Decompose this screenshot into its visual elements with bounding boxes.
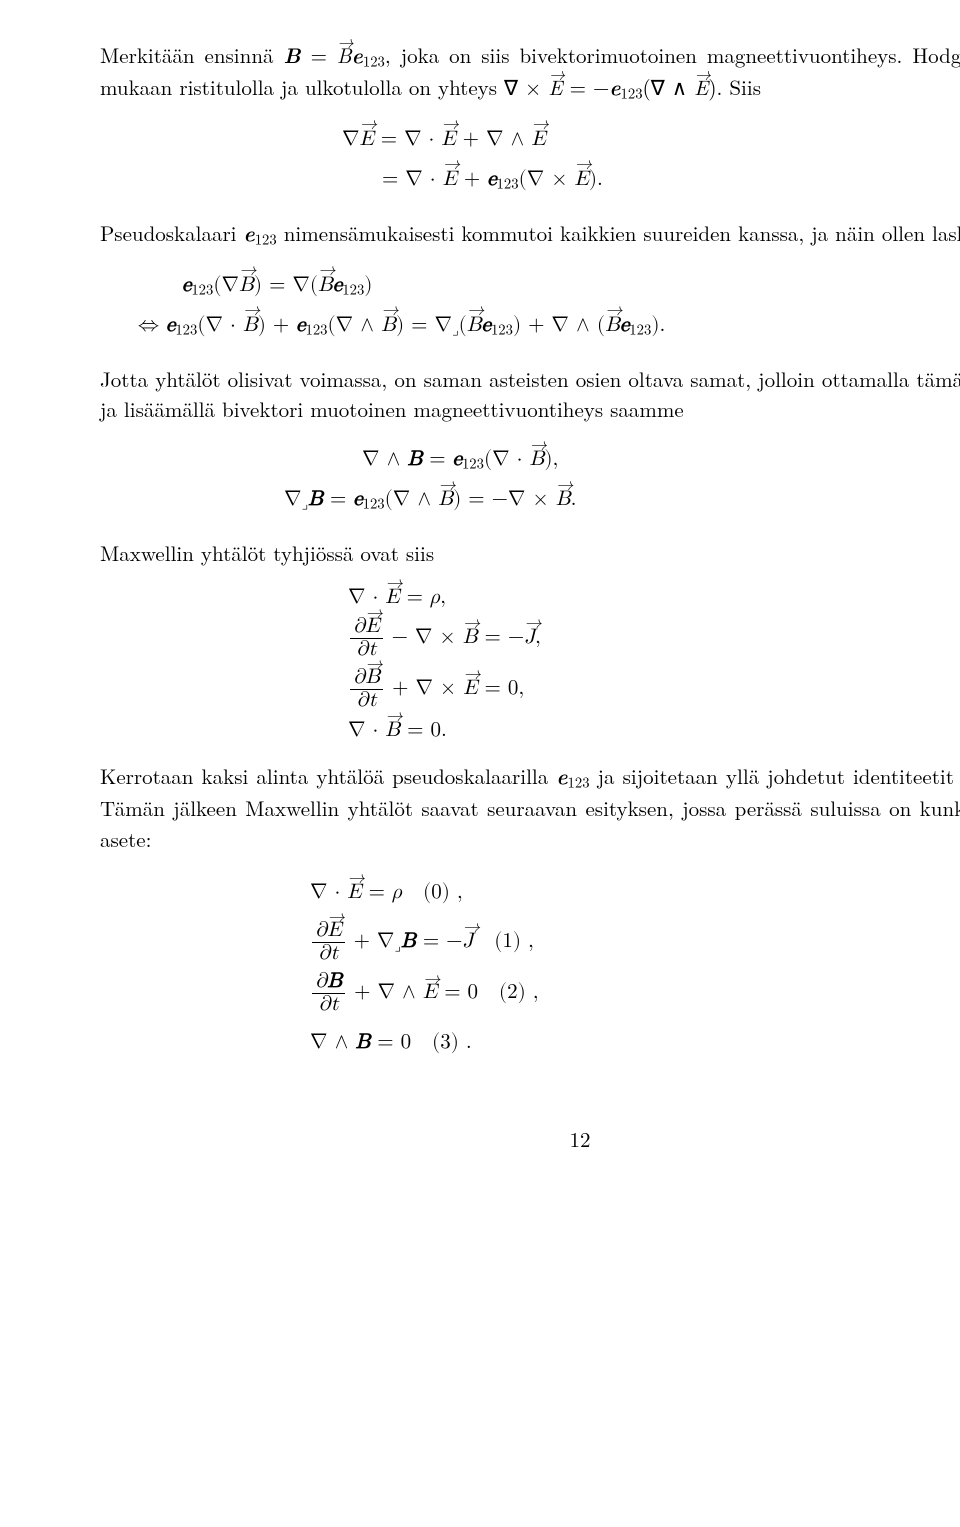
equation-block-3: ∇ ∧ B = e123(∇ · B), ∇⌟B = e123(∇ ∧ B) =… <box>100 440 960 520</box>
paragraph-2: Pseudoskalaari e123 nimensämukaisesti ko… <box>100 218 960 250</box>
page-number: 12 <box>100 1124 960 1154</box>
numbered-equations: ∇ · E = ρ (0) , (28) ∂E∂t + ∇⌟B = −J (1)… <box>100 872 960 1064</box>
equation-block-1: ∇E = ∇ · E + ∇ ∧ E = ∇ · E + e123(∇ × E)… <box>100 120 960 200</box>
equation-29: ∂E∂t + ∇⌟B = −J (1) , (29) <box>100 920 960 965</box>
paragraph-3: Jotta yhtälöt olisivat voimassa, on sama… <box>100 364 960 425</box>
equation-30: ∂B∂t + ∇ ∧ E = 0 (2) , (30) <box>100 971 960 1016</box>
maxwell-vacuum: ∇ · E = ρ, ∂E∂t − ∇ × B = −J, ∂B∂t + ∇ ×… <box>100 585 960 744</box>
equation-31: ∇ ∧ B = 0 (3) . (31) <box>100 1022 960 1064</box>
paragraph-4: Maxwellin yhtälöt tyhjiössä ovat siis <box>100 538 960 568</box>
equation-28: ∇ · E = ρ (0) , (28) <box>100 872 960 914</box>
paragraph-1: Merkitään ensinnä B = Be123, joka on sii… <box>100 40 960 104</box>
equation-block-2: e123(∇B) = ∇(Be123) ⇔ e123(∇ · B) + e123… <box>100 266 960 346</box>
paragraph-5: Kerrotaan kaksi alinta yhtälöä pseudoska… <box>100 761 960 854</box>
